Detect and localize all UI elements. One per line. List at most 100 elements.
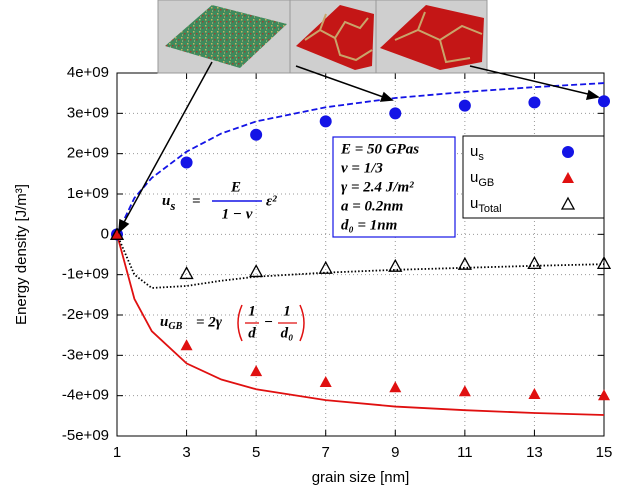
point bbox=[528, 96, 541, 109]
x-tick-label: 15 bbox=[596, 444, 613, 461]
arrowhead bbox=[118, 218, 130, 234]
equation-denominator: 1 − ν bbox=[222, 206, 253, 222]
arrow bbox=[469, 65, 593, 96]
legend-marker bbox=[560, 196, 576, 210]
parenthesis bbox=[299, 304, 305, 342]
point bbox=[319, 115, 332, 128]
point bbox=[250, 128, 263, 141]
y-tick-label: -2e+09 bbox=[62, 306, 109, 323]
y-tick-label: -3e+09 bbox=[62, 346, 109, 363]
legend-label: uGB bbox=[470, 169, 494, 189]
y-tick-label: -5e+09 bbox=[62, 427, 109, 444]
point bbox=[250, 365, 263, 377]
point bbox=[389, 381, 402, 393]
equation-numerator: 1 bbox=[248, 303, 256, 319]
x-tick-label: 3 bbox=[182, 444, 190, 461]
plot-layer: 4e+09 3e+09 2e+09 1e+09 0 -1e+09 -2e+09 -3e+09 -… bbox=[13, 64, 612, 486]
y-tick-label: -4e+09 bbox=[62, 387, 109, 404]
parameter: γ = 2.4 J/m² bbox=[341, 179, 414, 195]
point bbox=[318, 260, 333, 274]
point bbox=[179, 266, 194, 280]
grain-boundary bbox=[334, 37, 373, 62]
equation-denominator: d₀ bbox=[281, 325, 294, 341]
arrowhead bbox=[585, 89, 600, 100]
thumbnail-coarse bbox=[380, 5, 484, 70]
arrow bbox=[121, 61, 213, 227]
arrowhead bbox=[379, 91, 394, 102]
y-tick-label: 3e+09 bbox=[67, 104, 109, 121]
x-tick-label: 11 bbox=[457, 444, 473, 461]
equation-symbol: u bbox=[162, 193, 170, 209]
legend-subscript: GB bbox=[478, 177, 494, 189]
plot-area bbox=[117, 73, 604, 436]
legend-label: uTotal bbox=[470, 195, 502, 215]
point bbox=[319, 375, 332, 387]
grain-boundary bbox=[319, 13, 327, 31]
y-axis-label: Energy density [J/m³] bbox=[13, 184, 30, 325]
parameter: E = 50 GPas bbox=[340, 141, 419, 157]
point bbox=[527, 256, 542, 270]
point bbox=[388, 258, 403, 272]
parameter: a = 0.2nm bbox=[341, 198, 403, 214]
legend-label: us bbox=[470, 143, 484, 163]
legend-name: u bbox=[470, 195, 478, 212]
equation-numerator: 1 bbox=[283, 303, 291, 319]
parameter: d₀ = 1nm bbox=[341, 217, 397, 233]
equation-denominator: d bbox=[248, 325, 256, 341]
point bbox=[389, 107, 402, 120]
point bbox=[249, 264, 264, 278]
point bbox=[180, 339, 193, 351]
x-tick-label: 7 bbox=[322, 444, 330, 461]
point bbox=[528, 388, 541, 400]
equation-symbol: u bbox=[160, 314, 168, 330]
equation-numerator: E bbox=[230, 179, 241, 195]
legend-marker bbox=[562, 146, 574, 158]
y-tick-label: 2e+09 bbox=[67, 145, 109, 162]
parameter-frame bbox=[332, 136, 456, 238]
equation-eq: = 2γ bbox=[196, 314, 223, 330]
grain-boundary bbox=[439, 39, 471, 64]
point bbox=[111, 228, 123, 240]
fit-curve bbox=[116, 233, 605, 289]
y-tick-label: 0 bbox=[101, 225, 109, 242]
point bbox=[180, 156, 193, 169]
y-tick-label: 4e+09 bbox=[67, 64, 109, 81]
grain-boundary bbox=[417, 11, 426, 31]
parameter-box: E = 50 GPas ν = 1/3 γ = 2.4 J/m² a = 0.2nm d… bbox=[332, 136, 456, 238]
point bbox=[598, 95, 610, 108]
equation-tail: ε² bbox=[266, 193, 277, 209]
equation-subscript: GB bbox=[168, 321, 182, 332]
y-tick-label: -1e+09 bbox=[62, 266, 109, 283]
legend-subscript: s bbox=[478, 151, 484, 163]
arrow bbox=[295, 65, 387, 99]
equation-lhs: us bbox=[162, 193, 175, 213]
y-tick-label: 1e+09 bbox=[67, 185, 109, 202]
x-tick-label: 1 bbox=[113, 444, 121, 461]
legend-box bbox=[462, 135, 605, 219]
legend-name: u bbox=[470, 143, 478, 160]
grain-boundary bbox=[304, 17, 369, 41]
arrows bbox=[118, 61, 600, 234]
x-axis-label: grain size [nm] bbox=[312, 469, 410, 486]
equation-subscript: s bbox=[169, 198, 175, 213]
equation-eq: = bbox=[192, 193, 201, 209]
point bbox=[458, 385, 471, 397]
equation-lhs: uGB bbox=[160, 314, 183, 332]
equation-us: us = E 1 − ν ε² bbox=[162, 179, 277, 222]
parenthesis bbox=[237, 304, 243, 342]
fit-curve bbox=[116, 82, 605, 235]
point bbox=[596, 256, 612, 270]
x-tick-label: 13 bbox=[526, 444, 543, 461]
parameter: ν = 1/3 bbox=[341, 160, 383, 176]
equation-ugb: uGB = 2γ 1 d−1 d₀ bbox=[160, 303, 305, 342]
equation-minus: − bbox=[264, 314, 273, 330]
fit-curve bbox=[116, 234, 605, 416]
point bbox=[598, 389, 610, 401]
legend-marker bbox=[562, 172, 574, 183]
x-tick-label: 5 bbox=[252, 444, 260, 461]
point bbox=[457, 256, 472, 270]
thumbnails bbox=[118, 0, 600, 234]
legend-name: u bbox=[470, 169, 478, 186]
